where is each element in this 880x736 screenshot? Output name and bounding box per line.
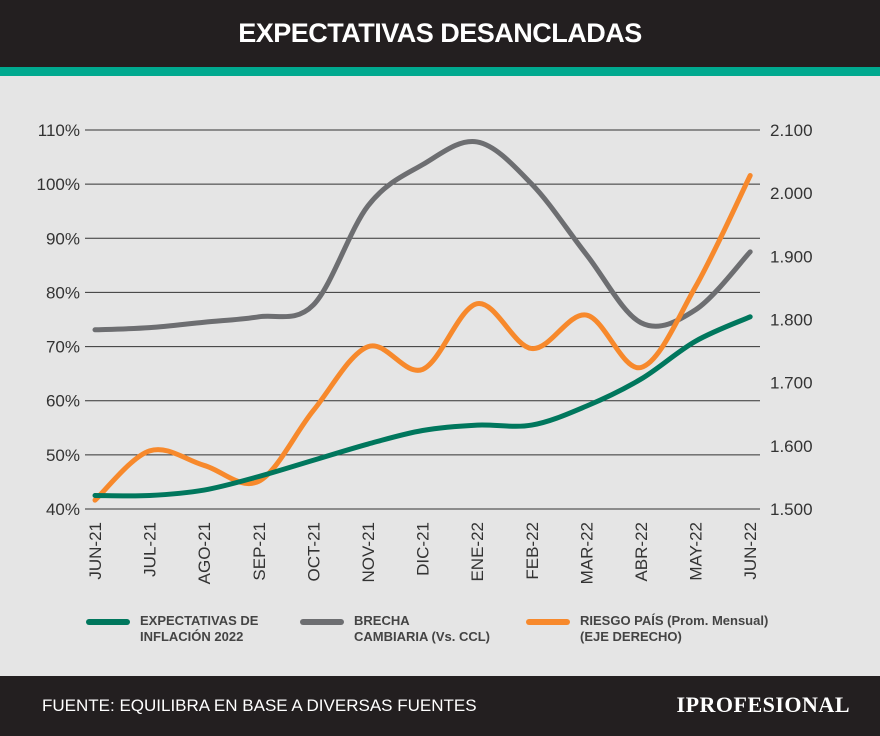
x-axis-tick: JUN-21 (86, 522, 105, 580)
right-axis-tick: 1.700 (770, 374, 813, 393)
left-axis-tick: 60% (46, 392, 80, 411)
legend-label: BRECHA (354, 613, 410, 628)
left-axis-tick: 80% (46, 283, 80, 302)
accent-bar (0, 67, 880, 76)
legend-label: (EJE DERECHO) (580, 629, 682, 644)
x-axis-tick: NOV-21 (359, 522, 378, 582)
legend-swatch (526, 619, 570, 625)
x-axis-tick: OCT-21 (304, 522, 323, 582)
left-axis-tick: 90% (46, 229, 80, 248)
left-axis-tick: 100% (37, 175, 80, 194)
legend-swatch (86, 619, 130, 625)
series-line-0 (92, 314, 753, 499)
legend-item-riesgo: RIESGO PAÍS (Prom. Mensual) (EJE DERECHO) (526, 613, 768, 645)
x-axis-tick: MAR-22 (577, 522, 596, 584)
line-chart: 40% 50% 60% 70% 80% 90% 100% 110% 1.500 1.600 1.70… (37, 121, 813, 584)
right-axis-tick: 1.600 (770, 437, 813, 456)
right-axis-tick: 2.100 (770, 121, 813, 140)
x-axis-tick: SEP-21 (250, 522, 269, 581)
series-line-2 (92, 172, 753, 503)
brand-logo: IPROFESIONAL (676, 692, 850, 717)
x-axis-tick: JUN-22 (741, 522, 760, 580)
right-axis-tick: 1.900 (770, 247, 813, 266)
legend-item-inflation: EXPECTATIVAS DE INFLACIÓN 2022 (86, 613, 258, 645)
left-axis-tick: 110% (38, 121, 80, 140)
x-axis-tick: FEB-22 (523, 522, 542, 580)
legend-label: CAMBIARIA (Vs. CCL) (354, 629, 491, 644)
footer: FUENTE: EQUILIBRA EN BASE A DIVERSAS FUE… (0, 676, 880, 736)
right-axis-tick: 1.800 (770, 311, 813, 330)
x-axis-tick: ENE-22 (468, 522, 487, 582)
right-axis-tick: 1.500 (770, 500, 813, 519)
left-axis-tick: 50% (46, 446, 80, 465)
chart-title: EXPECTATIVAS DESANCLADAS (0, 0, 880, 67)
x-axis-tick: AGO-21 (195, 522, 214, 584)
legend-label: RIESGO PAÍS (Prom. Mensual) (580, 613, 769, 628)
right-axis-tick: 2.000 (770, 184, 813, 203)
left-axis-tick: 40% (46, 500, 80, 519)
x-axis-tick: ABR-22 (632, 522, 651, 582)
left-axis-tick: 70% (46, 338, 80, 357)
x-axis-tick: MAY-22 (687, 522, 706, 581)
legend-label: EXPECTATIVAS DE (140, 613, 259, 628)
legend-label: INFLACIÓN 2022 (140, 629, 244, 644)
x-axis-tick: DIC-21 (414, 522, 433, 576)
legend-item-brecha: BRECHA CAMBIARIA (Vs. CCL) (300, 613, 490, 645)
series-line-1 (92, 139, 753, 333)
legend-swatch (300, 619, 344, 625)
x-axis-tick: JUL-21 (141, 522, 160, 577)
source-text: FUENTE: EQUILIBRA EN BASE A DIVERSAS FUE… (42, 696, 477, 715)
